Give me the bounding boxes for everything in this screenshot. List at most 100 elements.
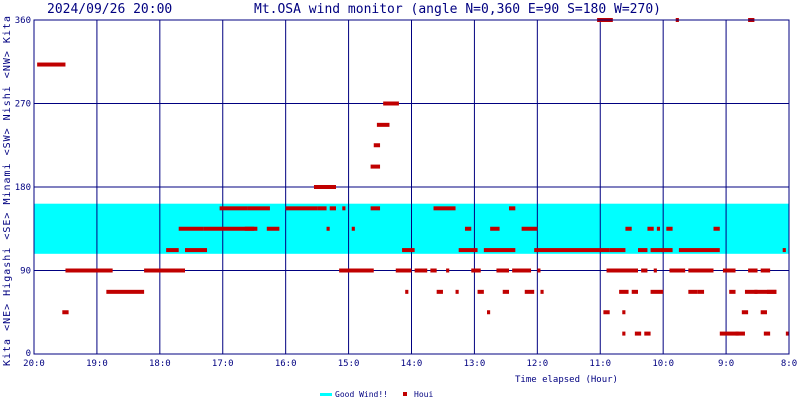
- houi-point: [477, 289, 484, 294]
- houi-point: [729, 289, 736, 294]
- houi-point: [244, 226, 255, 231]
- houi-point: [62, 310, 69, 315]
- x-tick-label: 13:0: [464, 359, 486, 369]
- x-axis-label: Time elapsed (Hour): [515, 375, 618, 385]
- x-tick-labels: 20:0 19:0 18:0 17:0 16:0 15:0 14:0 13:0 12:0 11:0…: [23, 359, 797, 369]
- houi-point: [502, 289, 510, 294]
- houi-point: [496, 268, 510, 273]
- houi-point: [430, 268, 437, 273]
- houi-point: [414, 268, 428, 273]
- x-tick-label: 9:0: [718, 359, 734, 369]
- timestamp-label: 2024/09/26 20:00: [47, 2, 172, 17]
- houi-point: [656, 226, 661, 231]
- houi-point: [490, 226, 500, 231]
- houi-point: [524, 289, 535, 294]
- houi-point: [326, 226, 330, 231]
- houi-point: [178, 226, 204, 231]
- y-tick-label: 270: [15, 100, 31, 110]
- houi-point: [748, 268, 758, 273]
- houi-point: [666, 226, 673, 231]
- houi-point: [512, 268, 532, 273]
- houi-point: [203, 226, 258, 231]
- houi-point: [744, 289, 758, 294]
- houi-point: [641, 268, 648, 273]
- houi-point: [719, 331, 739, 336]
- houi-point: [395, 268, 412, 273]
- legend-houi-label: Houi: [414, 390, 433, 399]
- houi-point: [342, 206, 346, 211]
- houi-point: [285, 206, 318, 211]
- houi-point: [634, 331, 642, 336]
- houi-point: [653, 268, 657, 273]
- houi-point: [376, 122, 390, 127]
- x-tick-label: 12:0: [526, 359, 548, 369]
- x-tick-label: 11:0: [589, 359, 611, 369]
- houi-point: [458, 248, 478, 253]
- houi-point: [383, 101, 399, 106]
- houi-point: [760, 310, 767, 315]
- houi-point: [373, 143, 381, 148]
- houi-point: [509, 206, 516, 211]
- houi-point: [455, 289, 459, 294]
- chart-title: Mt.OSA wind monitor (angle N=0,360 E=90 …: [254, 2, 661, 17]
- houi-point: [37, 62, 66, 67]
- y-axis-label-text: Kita <NE> Higashi <SE> Minami <SW> Nishi…: [2, 16, 13, 366]
- y-tick-label: 0: [26, 349, 31, 359]
- houi-point: [754, 289, 777, 294]
- houi-point: [471, 268, 481, 273]
- houi-point: [638, 248, 648, 253]
- houi-point: [370, 164, 381, 169]
- legend-good-wind-swatch: [320, 393, 332, 396]
- houi-point: [644, 331, 651, 336]
- houi-point: [688, 268, 714, 273]
- houi-point: [433, 206, 456, 211]
- x-tick-label: 20:0: [23, 359, 45, 369]
- houi-point: [760, 268, 771, 273]
- legend-houi-swatch: [403, 392, 407, 396]
- houi-point: [487, 310, 491, 315]
- x-tick-label: 16:0: [275, 359, 297, 369]
- houi-point: [785, 331, 789, 336]
- houi-point: [483, 248, 516, 253]
- y-tick-label: 90: [20, 267, 31, 277]
- x-tick-label: 14:0: [401, 359, 423, 369]
- houi-point: [351, 226, 355, 231]
- y-tick-labels: 0 90 180 270 360: [15, 16, 31, 359]
- x-tick-label: 8:0: [781, 359, 797, 369]
- houi-point: [697, 289, 705, 294]
- houi-point: [606, 268, 638, 273]
- houi-series: [37, 18, 789, 336]
- houi-point: [647, 226, 654, 231]
- houi-point: [144, 268, 185, 273]
- houi-point: [763, 331, 771, 336]
- houi-point: [266, 226, 280, 231]
- houi-point: [185, 248, 208, 253]
- houi-point: [688, 289, 698, 294]
- houi-point: [766, 289, 777, 294]
- houi-point: [247, 206, 270, 211]
- x-tick-label: 10:0: [652, 359, 674, 369]
- houi-point: [166, 248, 179, 253]
- houi-point: [619, 289, 629, 294]
- houi-point: [660, 248, 673, 253]
- x-tick-label: 15:0: [338, 359, 360, 369]
- houi-point: [521, 226, 538, 231]
- houi-point: [609, 248, 626, 253]
- houi-point: [650, 289, 664, 294]
- x-tick-label: 17:0: [212, 359, 234, 369]
- houi-point: [464, 226, 472, 231]
- houi-point: [722, 268, 736, 273]
- y-tick-label: 180: [15, 183, 31, 193]
- houi-point: [370, 206, 381, 211]
- houi-point: [741, 310, 749, 315]
- houi-point: [219, 206, 248, 211]
- plot-frame: [33, 19, 790, 355]
- houi-point: [678, 248, 720, 253]
- houi-point: [713, 226, 720, 231]
- houi-point: [650, 248, 661, 253]
- houi-point: [669, 268, 686, 273]
- y-axis-label: Kita <NE> Higashi <SE> Minami <SW> Nishi…: [2, 16, 13, 366]
- x-tick-label: 19:0: [86, 359, 108, 369]
- houi-point: [782, 248, 786, 253]
